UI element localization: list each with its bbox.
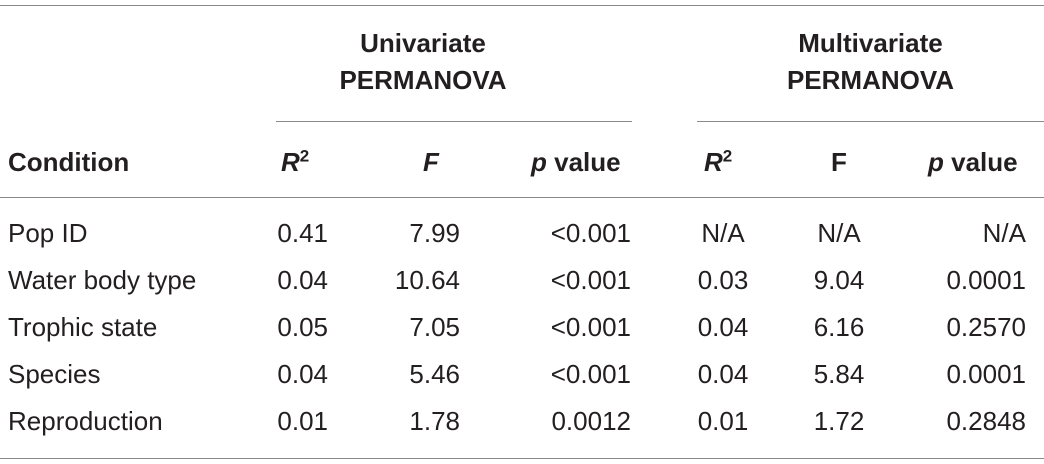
cell-uni-f: 7.99 xyxy=(409,218,460,248)
cell-uni-f: 7.05 xyxy=(409,312,460,342)
cell-multi-r2: 0.03 xyxy=(697,265,749,295)
cell-uni-p-value: 0.0012 xyxy=(551,406,631,436)
cell-uni-f: 5.46 xyxy=(409,359,460,389)
multivariate-title-line1: Multivariate xyxy=(798,28,943,58)
cell-multi-p-value: N/A xyxy=(982,218,1026,248)
cell-multi-p-value: 0.0001 xyxy=(946,265,1026,295)
header-multi-value-word: value xyxy=(943,147,1018,177)
cell-multi-r2: 0.04 xyxy=(697,359,749,389)
cell-multi-r2: 0.01 xyxy=(697,406,749,436)
header-uni-p-value: p value xyxy=(531,142,621,182)
cell-multi-p-value: 0.2848 xyxy=(946,406,1026,436)
cell-multi-p-value: 0.2570 xyxy=(946,312,1026,342)
header-uni-r-superscript: 2 xyxy=(299,146,310,166)
cell-condition: Species xyxy=(8,359,101,389)
cell-uni-p-value: <0.001 xyxy=(550,312,631,342)
multivariate-group-rule xyxy=(697,121,1044,122)
header-uni-f: F xyxy=(423,147,439,177)
cell-uni-f: 10.64 xyxy=(394,265,460,295)
multivariate-title-line2: PERMANOVA xyxy=(786,65,955,95)
cell-multi-f: N/A xyxy=(817,218,861,248)
cell-uni-p-value: <0.001 xyxy=(550,359,631,389)
univariate-group-header: Univariate PERMANOVA xyxy=(276,25,570,99)
header-multi-f: F xyxy=(831,147,847,177)
cell-multi-f: 1.72 xyxy=(813,406,865,436)
cell-multi-f: 5.84 xyxy=(813,359,865,389)
cell-uni-p-value: <0.001 xyxy=(550,265,631,295)
cell-uni-r2: 0.01 xyxy=(277,406,328,436)
header-uni-value-word: value xyxy=(546,147,621,177)
header-bottom-rule xyxy=(0,197,1044,198)
cell-uni-p-value: <0.001 xyxy=(550,218,631,248)
header-multi-r2: R2 xyxy=(704,142,732,182)
univariate-title-line1: Univariate xyxy=(360,28,486,58)
cell-uni-r2: 0.04 xyxy=(277,265,328,295)
table-top-rule xyxy=(0,5,1044,6)
header-multi-r-superscript: 2 xyxy=(722,146,733,166)
univariate-title-line2: PERMANOVA xyxy=(339,65,507,95)
cell-uni-f: 1.78 xyxy=(409,406,460,436)
cell-condition: Water body type xyxy=(8,265,197,295)
header-uni-p-letter: p xyxy=(531,147,547,177)
header-uni-r-letter: R xyxy=(281,147,300,177)
cell-multi-f: 9.04 xyxy=(813,265,865,295)
cell-uni-r2: 0.41 xyxy=(277,218,328,248)
header-uni-r2: R2 xyxy=(281,142,309,182)
cell-multi-p-value: 0.0001 xyxy=(946,359,1026,389)
cell-condition: Pop ID xyxy=(8,218,88,248)
cell-uni-r2: 0.05 xyxy=(277,312,328,342)
cell-condition: Trophic state xyxy=(8,312,158,342)
header-condition: Condition xyxy=(8,147,130,177)
header-multi-p-letter: p xyxy=(928,147,944,177)
cell-multi-r2: N/A xyxy=(701,218,745,248)
multivariate-group-header: Multivariate PERMANOVA xyxy=(697,25,1044,99)
header-multi-p-value: p value xyxy=(928,142,1018,182)
cell-uni-r2: 0.04 xyxy=(277,359,328,389)
cell-multi-f: 6.16 xyxy=(813,312,865,342)
cell-condition: Reproduction xyxy=(8,406,163,436)
univariate-group-rule xyxy=(276,121,632,122)
table-bottom-rule xyxy=(0,458,1044,459)
cell-multi-r2: 0.04 xyxy=(697,312,749,342)
header-multi-r-letter: R xyxy=(704,147,723,177)
